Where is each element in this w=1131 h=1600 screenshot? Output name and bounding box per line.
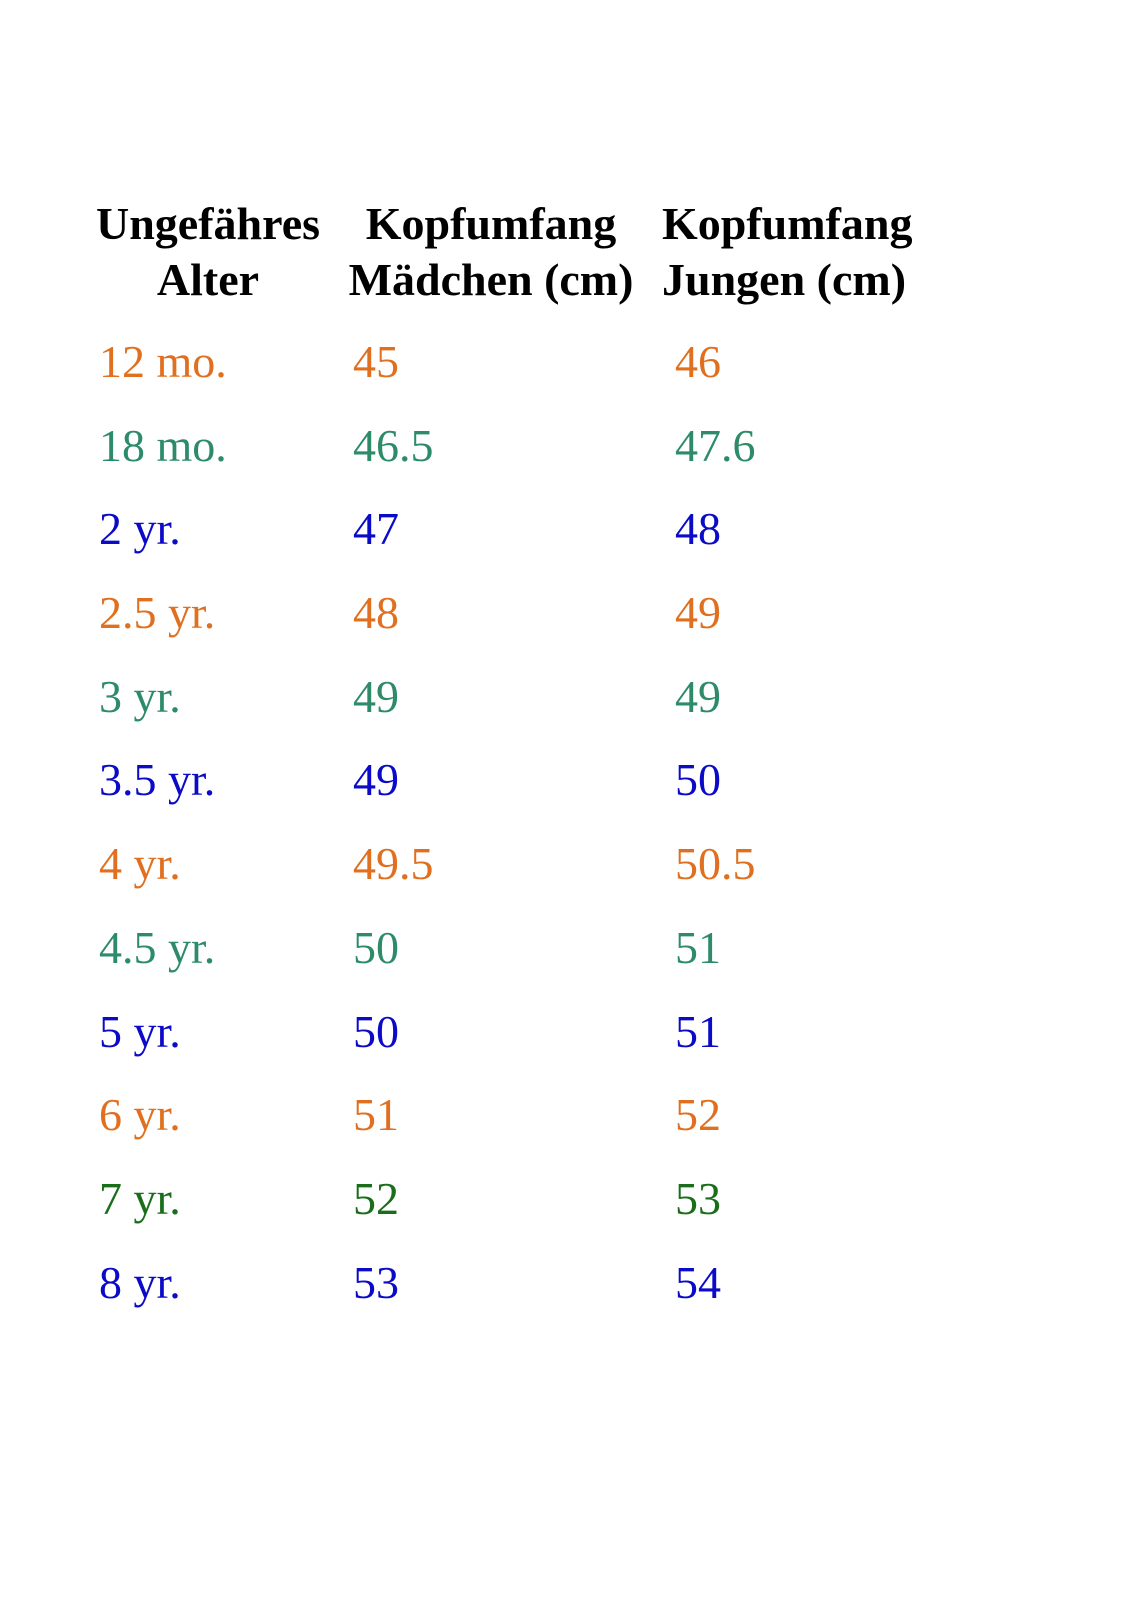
table-row: 2 yr. 47 48 (0, 499, 1131, 583)
table-row: 4.5 yr. 50 51 (0, 918, 1131, 1002)
header-boys-line2: Jungen (cm) (662, 254, 907, 305)
girls-cell: 48 (353, 587, 399, 639)
table-row: 3.5 yr. 49 50 (0, 750, 1131, 834)
age-cell: 6 yr. (99, 1089, 181, 1141)
boys-cell: 46 (675, 336, 721, 387)
boys-cell: 49 (675, 670, 721, 722)
age-cell: 18 mo. (99, 419, 227, 471)
boys-cell: 50 (675, 754, 721, 806)
table-row: 8 yr. 53 54 (0, 1253, 1131, 1337)
table-body: 12 mo. 45 46 18 mo. 46.5 47.6 2 yr. 47 48 2.5 yr.… (0, 332, 1131, 1336)
header-age: Ungefähres Alter (80, 196, 336, 308)
header-age-line1: Ungefähres (95, 198, 321, 249)
table-row: 2.5 yr. 48 49 (0, 583, 1131, 667)
table-row: 18 mo. 46.5 47.6 (0, 416, 1131, 500)
age-cell: 8 yr. (99, 1256, 181, 1308)
boys-cell: 52 (675, 1089, 721, 1141)
boys-cell: 54 (675, 1256, 721, 1308)
girls-cell: 49.5 (353, 838, 434, 890)
age-cell: 12 mo. (99, 336, 227, 387)
age-cell: 2 yr. (99, 503, 181, 555)
table-row: 6 yr. 51 52 (0, 1085, 1131, 1169)
header-age-line2: Alter (156, 254, 260, 305)
boys-cell: 49 (675, 587, 721, 639)
boys-cell: 50.5 (675, 838, 756, 890)
header-boys-line1: Kopfumfang (662, 198, 913, 249)
age-cell: 3 yr. (99, 670, 181, 722)
age-cell: 4.5 yr. (99, 921, 216, 973)
age-cell: 5 yr. (99, 1005, 181, 1057)
girls-cell: 53 (353, 1256, 399, 1308)
girls-cell: 49 (353, 670, 399, 722)
age-cell: 7 yr. (99, 1172, 181, 1224)
table-row: 12 mo. 45 46 (0, 332, 1131, 416)
girls-cell: 46.5 (353, 419, 434, 471)
girls-cell: 50 (353, 1005, 399, 1057)
boys-cell: 48 (675, 503, 721, 555)
boys-cell: 53 (675, 1172, 721, 1224)
table-row: 5 yr. 50 51 (0, 1002, 1131, 1086)
girls-cell: 52 (353, 1172, 399, 1224)
boys-cell: 47.6 (675, 419, 756, 471)
age-cell: 2.5 yr. (99, 587, 216, 639)
boys-cell: 51 (675, 1005, 721, 1057)
header-boys: Kopfumfang Jungen (cm) (640, 196, 930, 308)
girls-cell: 51 (353, 1089, 399, 1141)
table-row: 4 yr. 49.5 50.5 (0, 834, 1131, 918)
age-cell: 4 yr. (99, 838, 181, 890)
table-row: 3 yr. 49 49 (0, 667, 1131, 751)
header-girls: Kopfumfang Mädchen (cm) (336, 196, 646, 308)
girls-cell: 47 (353, 503, 399, 555)
girls-cell: 50 (353, 921, 399, 973)
header-girls-line2: Mädchen (cm) (348, 254, 634, 305)
table-row: 7 yr. 52 53 (0, 1169, 1131, 1253)
header-girls-line1: Kopfumfang (365, 198, 617, 249)
boys-cell: 51 (675, 921, 721, 973)
girls-cell: 45 (353, 336, 399, 387)
girls-cell: 49 (353, 754, 399, 806)
age-cell: 3.5 yr. (99, 754, 216, 806)
